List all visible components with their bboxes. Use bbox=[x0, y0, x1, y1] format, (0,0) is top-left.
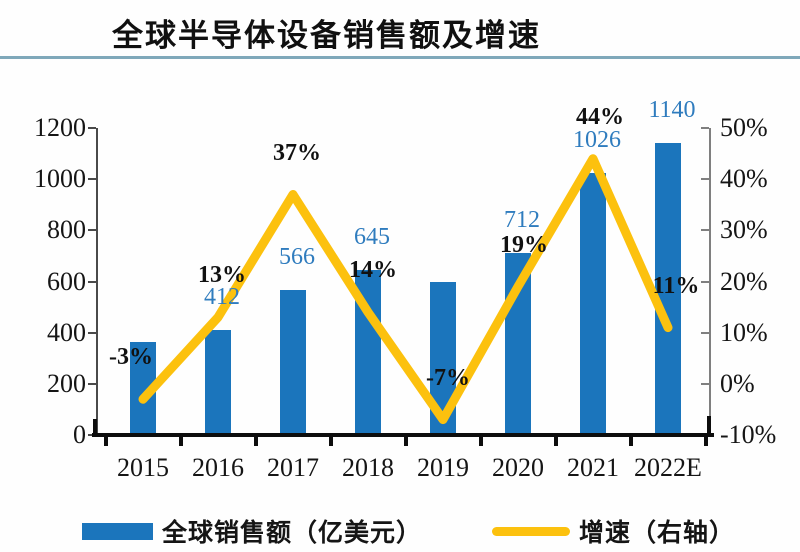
growth-pct-label-2017: 37% bbox=[273, 139, 321, 166]
right-axis-tick bbox=[701, 280, 709, 283]
x-axis-label-2022E: 2022E bbox=[634, 453, 702, 482]
x-axis-tick bbox=[553, 437, 558, 446]
right-axis-tick bbox=[701, 178, 709, 181]
growth-pct-label-2021: 44% bbox=[576, 103, 624, 130]
right-axis-tick bbox=[701, 382, 709, 385]
bar-value-label-2021: 1026 bbox=[573, 126, 621, 153]
bar-2016 bbox=[205, 329, 231, 435]
x-axis-label-2016: 2016 bbox=[192, 453, 244, 482]
growth-pct-label-2022E: 11% bbox=[652, 272, 700, 299]
bar-2020 bbox=[505, 252, 531, 435]
left-axis-tick bbox=[88, 331, 96, 334]
right-axis-tick-label: 20% bbox=[720, 266, 768, 296]
legend-line-swatch-icon bbox=[492, 526, 570, 536]
x-axis-tick bbox=[103, 437, 108, 446]
x-axis-label-2018: 2018 bbox=[342, 453, 394, 482]
left-axis-tick bbox=[88, 127, 96, 129]
left-axis-tick bbox=[88, 178, 96, 181]
x-axis-tick bbox=[403, 437, 408, 446]
growth-pct-label-2015: -3% bbox=[109, 344, 153, 371]
left-axis-corner bbox=[93, 419, 97, 435]
x-axis-label-2021: 2021 bbox=[567, 453, 619, 482]
right-axis-tick-label: 40% bbox=[720, 164, 768, 194]
bar-value-label-2018: 645 bbox=[354, 223, 390, 250]
x-axis-tick bbox=[328, 437, 333, 446]
bar-2018 bbox=[355, 269, 381, 435]
x-axis-tick bbox=[253, 437, 258, 446]
x-axis-tick bbox=[478, 437, 483, 446]
left-axis-tick-label: 1200 bbox=[34, 113, 86, 142]
x-axis-tick bbox=[628, 437, 633, 446]
legend-label-sales: 全球销售额（亿美元） bbox=[162, 519, 423, 547]
growth-pct-label-2020: 19% bbox=[500, 231, 548, 258]
growth-pct-label-2018: 14% bbox=[349, 257, 397, 284]
bar-2019 bbox=[430, 282, 456, 435]
left-axis-tick bbox=[88, 382, 96, 385]
right-axis-tick bbox=[701, 229, 709, 232]
right-axis-tick bbox=[701, 127, 709, 129]
right-axis-tick-label: 0% bbox=[720, 368, 755, 398]
growth-pct-label-2016: 13% bbox=[198, 262, 246, 289]
bar-2021 bbox=[580, 172, 606, 435]
left-axis-tick-label: 600 bbox=[47, 266, 86, 296]
growth-pct-label-2019: -7% bbox=[426, 364, 470, 391]
chart-title: 全球半导体设备销售额及增速 bbox=[112, 18, 541, 53]
bar-value-label-2016: 412 bbox=[204, 283, 240, 310]
bar-value-label-2017: 566 bbox=[279, 244, 315, 271]
right-axis-tick-label: 30% bbox=[720, 215, 768, 245]
x-axis-label-2019: 2019 bbox=[417, 453, 469, 482]
left-axis-tick-label: 0 bbox=[73, 420, 86, 449]
right-axis-tick-label: -10% bbox=[720, 420, 777, 449]
left-axis-tick-label: 400 bbox=[47, 317, 86, 347]
bar-value-label-2020: 712 bbox=[504, 206, 540, 233]
right-axis-tick-label: 50% bbox=[720, 113, 768, 142]
x-axis-label-2020: 2020 bbox=[492, 453, 544, 482]
legend-label-growth: 增速（右轴） bbox=[579, 519, 736, 547]
left-axis-tick-label: 200 bbox=[47, 368, 86, 398]
left-axis-line bbox=[96, 128, 98, 435]
left-axis-tick-label: 800 bbox=[47, 215, 86, 245]
bottom-axis-line bbox=[92, 433, 714, 437]
legend-item-sales: 全球销售额（亿美元） bbox=[82, 513, 422, 549]
right-axis-tick-label: 10% bbox=[720, 317, 768, 347]
bar-2017 bbox=[280, 290, 306, 435]
x-axis-label-2017: 2017 bbox=[267, 453, 319, 482]
right-axis-corner bbox=[707, 416, 711, 435]
x-axis-tick bbox=[703, 437, 708, 446]
right-axis-line bbox=[709, 128, 711, 435]
x-axis-label-2015: 2015 bbox=[117, 453, 169, 482]
left-axis-tick bbox=[88, 229, 96, 232]
left-axis-tick bbox=[88, 280, 96, 283]
right-axis-tick bbox=[701, 331, 709, 334]
bar-value-label-2022E: 1140 bbox=[648, 97, 696, 124]
legend-item-growth: 增速（右轴） bbox=[492, 513, 735, 549]
x-axis-tick bbox=[178, 437, 183, 446]
legend-bar-swatch-icon bbox=[82, 522, 153, 540]
title-underline bbox=[0, 56, 800, 59]
left-axis-tick-label: 1000 bbox=[34, 164, 86, 194]
